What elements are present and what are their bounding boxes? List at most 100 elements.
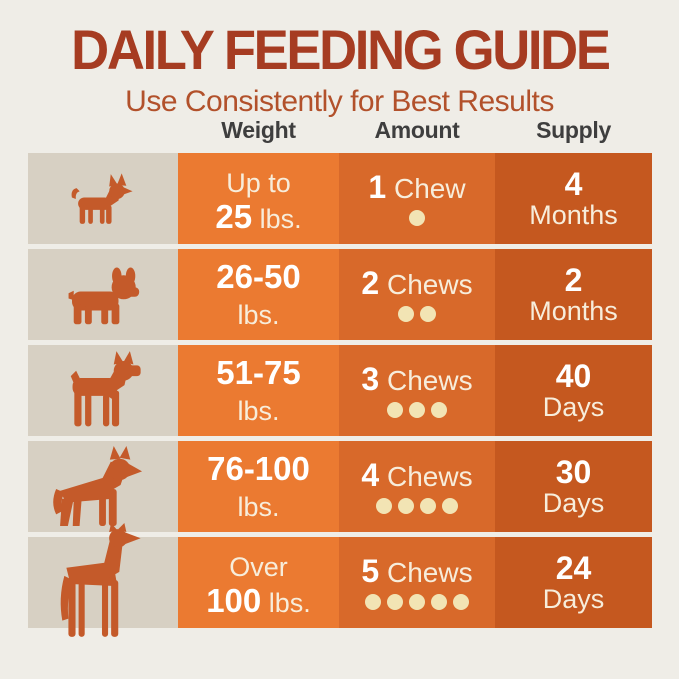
weight-unit-normal: lbs. <box>261 587 311 618</box>
amount-cell-row3: 3 Chews <box>339 345 495 436</box>
chew-dot <box>398 498 414 514</box>
chew-word: Chews <box>386 365 473 396</box>
supply-value: 4 <box>564 165 583 202</box>
chew-count: 5 <box>361 553 380 589</box>
weight-unit: 100 lbs. <box>206 581 311 619</box>
chew-word: Chew <box>393 173 466 204</box>
weight-unit: 25 lbs. <box>215 197 302 235</box>
boxer-icon <box>70 351 141 427</box>
weight-cell-row3: 51-75 lbs. <box>178 345 339 436</box>
amount-cell-row2: 2 Chews <box>339 249 495 340</box>
chew-count: 4 <box>361 457 380 493</box>
table-header-row: Weight Amount Supply <box>28 117 652 153</box>
chew-count-label: 5 Chews <box>361 555 472 587</box>
chew-dots <box>406 210 428 226</box>
chew-word: Chews <box>386 461 473 492</box>
page-title-text: DAILY FEEDING GUIDE <box>70 18 611 81</box>
weight-range: Over <box>229 547 288 583</box>
supply-cell-row1: 4 Months <box>495 153 652 244</box>
weight-range-bold: 26-50 <box>216 257 301 295</box>
supply-unit: Months <box>529 200 618 231</box>
supply-value: 40 <box>555 357 592 394</box>
weight-unit-normal: lbs. <box>237 395 280 426</box>
weight-cell-row2: 26-50 lbs. <box>178 249 339 340</box>
weight-range: Up to <box>226 163 291 199</box>
supply-unit: Days <box>542 392 605 423</box>
supply-unit: Days <box>542 584 605 615</box>
weight-unit: lbs. <box>237 391 279 427</box>
supply-value: 30 <box>555 453 592 490</box>
chew-count-label: 4 Chews <box>361 459 472 491</box>
supply-unit: Days <box>542 488 605 519</box>
weight-range-bold: 76-100 <box>207 449 310 487</box>
chew-dots <box>384 402 450 418</box>
supply-cell-row4: 30 Days <box>495 441 652 532</box>
supply-cell-row3: 40 Days <box>495 345 652 436</box>
chew-dots <box>395 306 439 322</box>
chew-count-label: 2 Chews <box>361 267 472 299</box>
chew-dot <box>431 402 447 418</box>
supply-cell-row2: 2 Months <box>495 249 652 340</box>
weight-unit-bold: 100 <box>206 581 262 619</box>
chew-dot <box>398 306 414 322</box>
column-header-amount: Amount <box>374 117 460 143</box>
dog-cell-row3 <box>28 345 178 436</box>
weight-range: 26-50 <box>216 259 300 295</box>
great-dane-icon <box>60 522 141 637</box>
chew-dots <box>373 498 461 514</box>
chew-dot <box>409 210 425 226</box>
supply-value: 24 <box>555 549 592 586</box>
chew-word: Chews <box>386 557 473 588</box>
supply-cell-row5: 24 Days <box>495 537 652 628</box>
weight-range-bold: 51-75 <box>216 353 301 391</box>
chew-word: Chews <box>386 269 473 300</box>
page-subtitle: Use Consistently for Best Results <box>125 85 554 118</box>
chew-dot <box>365 594 381 610</box>
supply-unit: Months <box>529 296 618 327</box>
dog-cell-row5 <box>28 522 178 637</box>
dog-cell-row4 <box>28 441 178 532</box>
weight-range-normal: Over <box>229 551 288 582</box>
column-header-weight: Weight <box>221 117 296 143</box>
supply-value: 2 <box>564 261 583 298</box>
page-title: DAILY FEEDING GUIDE <box>0 22 679 78</box>
chew-dot <box>376 498 392 514</box>
chew-dot <box>431 594 447 610</box>
german-shepherd-icon <box>53 445 143 526</box>
chew-count: 1 <box>368 169 387 205</box>
great-dane-wrap <box>54 522 152 637</box>
chew-dot <box>409 594 425 610</box>
weight-range: 76-100 <box>207 451 310 487</box>
dog-cell-row1 <box>28 153 178 244</box>
amount-cell-row1: 1 Chew <box>339 153 495 244</box>
amount-cell-row4: 4 Chews <box>339 441 495 532</box>
weight-unit: lbs. <box>237 487 279 523</box>
column-header-supply: Supply <box>536 117 611 143</box>
chew-dot <box>409 402 425 418</box>
dog-cell-row2 <box>28 249 178 340</box>
french-bulldog-icon <box>68 266 140 324</box>
weight-cell-row1: Up to 25 lbs. <box>178 153 339 244</box>
weight-unit-bold: 25 <box>215 197 253 235</box>
chihuahua-icon <box>71 172 133 224</box>
chew-dot <box>420 498 436 514</box>
chew-count-label: 3 Chews <box>361 363 472 395</box>
chew-count: 3 <box>361 361 380 397</box>
chew-dot <box>442 498 458 514</box>
weight-unit-normal: lbs. <box>237 491 280 522</box>
header-spacer <box>28 117 178 153</box>
weight-range-normal: Up to <box>226 167 291 198</box>
weight-unit-normal: lbs. <box>237 299 280 330</box>
weight-cell-row5: Over 100 lbs. <box>178 537 339 628</box>
chew-dot <box>453 594 469 610</box>
chew-dot <box>420 306 436 322</box>
feeding-table: Up to 25 lbs. 1 Chew 4 Months <box>28 153 652 637</box>
weight-unit: lbs. <box>237 295 279 331</box>
weight-unit-normal: lbs. <box>252 203 302 234</box>
chew-count-label: 1 Chew <box>368 171 465 203</box>
weight-cell-row4: 76-100 lbs. <box>178 441 339 532</box>
weight-range: 51-75 <box>216 355 300 391</box>
chew-dot <box>387 402 403 418</box>
chew-dot <box>387 594 403 610</box>
